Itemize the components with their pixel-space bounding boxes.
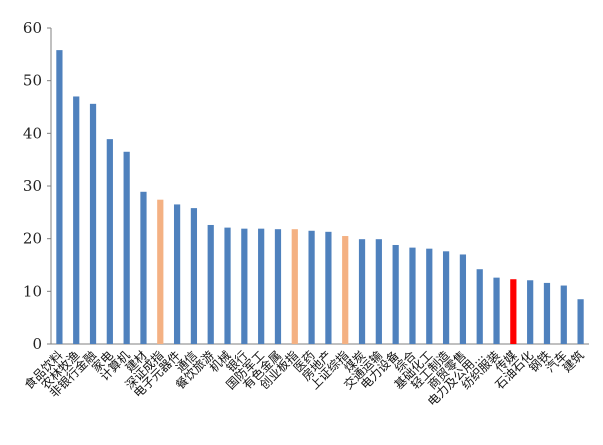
y-tick-label: 20	[23, 230, 42, 248]
bar	[392, 244, 399, 344]
y-tick-label: 50	[23, 72, 42, 90]
bar	[274, 229, 282, 344]
bar	[291, 229, 298, 344]
bar	[190, 208, 198, 344]
bar	[476, 269, 483, 344]
bar	[459, 254, 467, 344]
bar	[409, 247, 416, 344]
bar	[342, 236, 349, 344]
y-tick-label: 60	[23, 19, 42, 37]
bar	[510, 279, 517, 344]
bar	[493, 277, 500, 344]
bar	[560, 285, 567, 344]
bar	[527, 280, 534, 344]
y-tick-label: 0	[32, 335, 42, 353]
bar	[207, 224, 214, 344]
bar	[224, 227, 231, 344]
bar	[375, 239, 382, 344]
bar	[173, 204, 181, 344]
bar	[56, 50, 63, 345]
bar	[426, 248, 433, 344]
bar	[241, 228, 248, 344]
bar	[157, 199, 164, 344]
bar	[89, 103, 97, 344]
x-axis-labels: 食品饮料农林牧渔非银行金融家电计算机建材深证成指电子元器件通信餐饮旅游机械银行国…	[21, 348, 587, 410]
y-axis: 0 10 20 30 40 50 60	[23, 19, 589, 353]
bar	[140, 191, 147, 344]
y-tick-label: 30	[23, 177, 42, 195]
bar	[543, 282, 551, 344]
bar	[123, 151, 130, 344]
bar	[73, 96, 80, 344]
bar	[358, 239, 366, 344]
bar	[308, 230, 315, 344]
bars-group	[56, 50, 584, 345]
bar	[577, 299, 584, 344]
y-tick-label: 40	[23, 124, 42, 142]
bar	[442, 251, 450, 344]
bar	[106, 139, 113, 344]
y-tick-label: 10	[23, 282, 42, 300]
bar	[258, 228, 265, 344]
bar	[325, 231, 332, 344]
